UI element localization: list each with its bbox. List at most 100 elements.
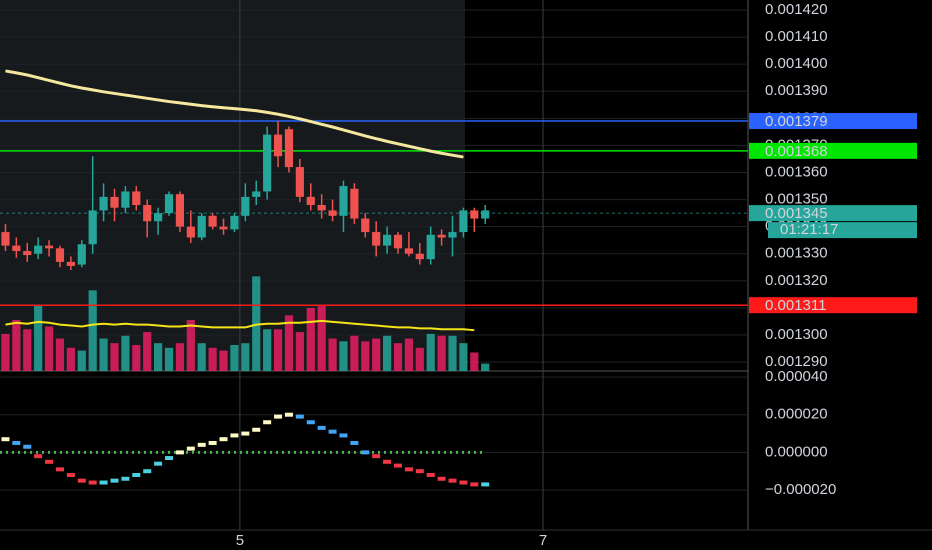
candle-body xyxy=(230,215,239,230)
candle-body xyxy=(143,204,152,222)
candle-body xyxy=(219,226,228,230)
volume-bar xyxy=(175,343,185,371)
volume-bar xyxy=(317,306,326,371)
y-tick-label: 0.001290 xyxy=(765,353,828,370)
oscillator-point xyxy=(55,467,64,472)
countdown-box xyxy=(768,222,917,239)
volume-bar xyxy=(55,338,65,371)
oscillator-point xyxy=(154,461,163,466)
volume-bar xyxy=(437,335,446,371)
oscillator-point xyxy=(383,459,392,464)
volume-bar xyxy=(208,347,217,371)
oscillator-point xyxy=(372,454,381,459)
oscillator-point xyxy=(426,472,435,477)
volume-bar xyxy=(1,333,10,371)
oscillator-point xyxy=(88,480,97,485)
session-highlight xyxy=(0,0,465,371)
level-label-box xyxy=(749,113,917,130)
volume-bar xyxy=(404,338,413,371)
oscillator-point xyxy=(121,476,130,481)
oscillator-point xyxy=(165,456,174,461)
candle-body xyxy=(55,248,65,262)
candle-body xyxy=(339,186,348,216)
volume-bar xyxy=(295,332,304,371)
volume-bar xyxy=(132,345,141,371)
candle-body xyxy=(44,245,54,249)
oscillator-point xyxy=(77,478,86,483)
x-tick-label: 7 xyxy=(539,532,547,549)
oscillator-point xyxy=(110,478,119,483)
oscillator-point xyxy=(186,446,195,451)
level-label: 0.001345 xyxy=(765,205,828,222)
candle-body xyxy=(208,215,217,227)
candle-body xyxy=(481,210,490,219)
oscillator-point xyxy=(306,420,315,425)
candle-body xyxy=(328,210,337,216)
volume-bar xyxy=(186,319,195,371)
oscillator-point xyxy=(208,440,217,445)
oscillator-point xyxy=(295,414,304,419)
candle-body xyxy=(132,191,141,205)
oscillator-point xyxy=(66,472,75,477)
oscillator-point xyxy=(481,482,490,487)
y2-tick-label: 0.000000 xyxy=(765,443,828,460)
oscillator-point xyxy=(23,444,32,449)
level-label-box xyxy=(749,205,917,222)
candle-body xyxy=(404,248,413,254)
y-tick-label: 0.001350 xyxy=(765,191,828,208)
volume-bar xyxy=(23,329,32,371)
oscillator-point xyxy=(197,442,206,447)
candle-body xyxy=(284,129,294,168)
oscillator-point xyxy=(317,425,326,430)
candle-body xyxy=(252,191,261,197)
candle-body xyxy=(110,196,119,208)
volume-bar xyxy=(481,363,490,371)
volume-bar xyxy=(328,338,337,371)
candle-body xyxy=(197,215,206,238)
candle-body xyxy=(241,196,250,216)
candle-body xyxy=(317,204,326,211)
oscillator-point xyxy=(99,480,108,485)
oscillator-point xyxy=(339,433,348,438)
x-tick-label: 5 xyxy=(236,532,244,549)
volume-bar xyxy=(273,329,283,371)
candle-body xyxy=(295,167,304,197)
candle-body xyxy=(306,196,315,205)
volume-bar xyxy=(306,307,315,371)
y2-tick-label: 0.000040 xyxy=(765,368,828,385)
level-label-box xyxy=(749,297,917,314)
candle-body xyxy=(350,188,359,219)
oscillator-point xyxy=(437,476,446,481)
y-tick-label: 0.001410 xyxy=(765,28,828,45)
oscillator-point xyxy=(459,480,468,485)
y-tick-label: 0.001420 xyxy=(765,1,828,18)
oscillator-point xyxy=(132,472,141,477)
oscillator-point xyxy=(252,427,261,432)
volume-bar xyxy=(197,343,206,371)
volume-bar xyxy=(448,335,457,371)
candle-body xyxy=(99,196,108,211)
candle-body xyxy=(393,234,403,249)
volume-bar xyxy=(241,343,250,371)
y-tick-label: 0.001320 xyxy=(765,272,828,289)
candle-body xyxy=(372,232,381,246)
oscillator-point xyxy=(404,467,413,472)
volume-bar xyxy=(263,329,272,371)
oscillator-point xyxy=(393,463,402,468)
volume-bar xyxy=(77,350,86,371)
moving-average-line xyxy=(5,69,464,159)
candle-body xyxy=(66,261,75,266)
volume-bar xyxy=(34,306,43,371)
oscillator-point xyxy=(230,433,239,438)
volume-bar xyxy=(66,347,75,371)
volume-bar xyxy=(361,341,370,371)
volume-bar xyxy=(121,335,130,371)
oscillator-point xyxy=(219,437,228,442)
oscillator-point xyxy=(1,437,10,442)
candle-body xyxy=(382,234,392,246)
volume-bar xyxy=(284,315,294,371)
level-label: 0.001379 xyxy=(765,113,828,130)
candle-body xyxy=(470,210,479,219)
level-label: 0.001368 xyxy=(765,143,828,160)
candle-body xyxy=(1,232,10,246)
